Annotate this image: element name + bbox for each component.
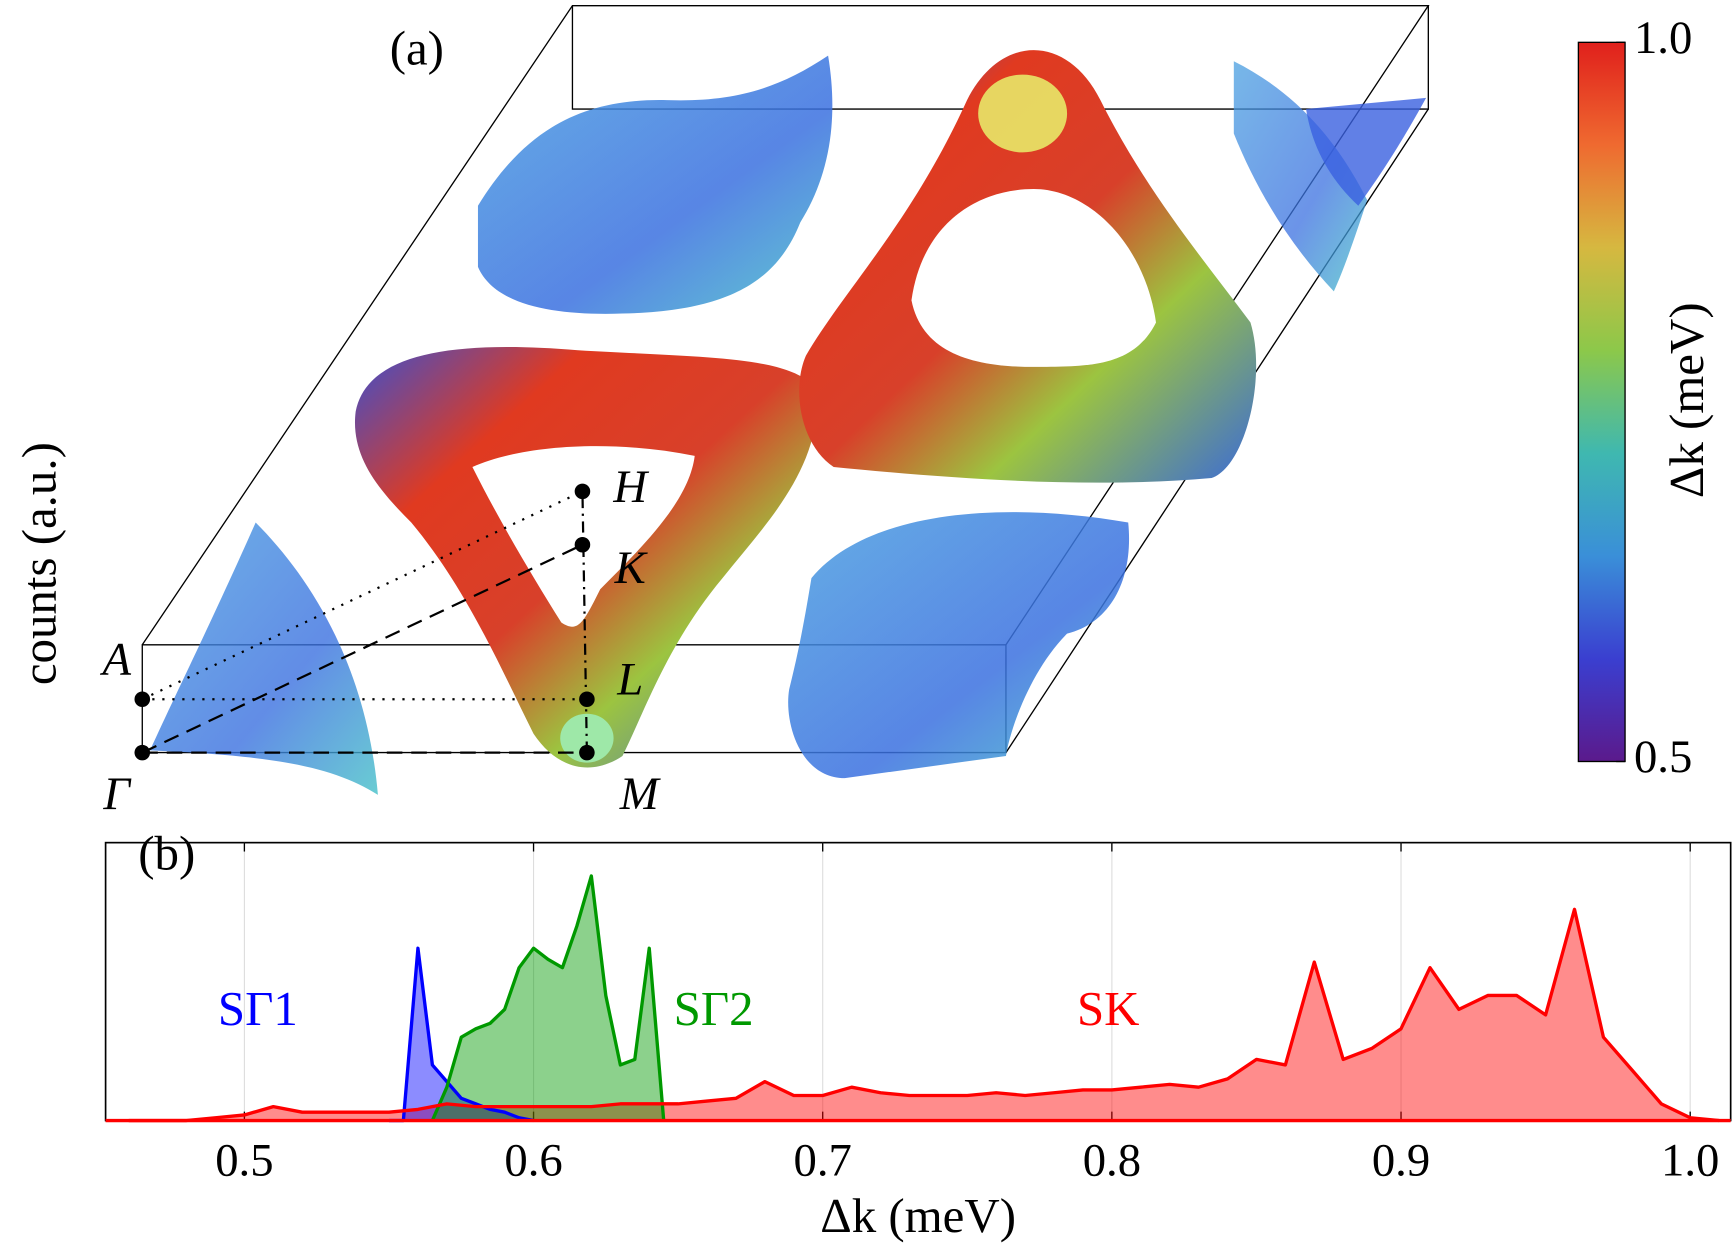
k-point (574, 483, 591, 500)
k-point-label: H (612, 461, 649, 513)
k-point (579, 691, 595, 708)
panel-label: (a) (390, 21, 444, 76)
k-point-label: Γ (102, 768, 132, 820)
x-tick-label: 0.9 (1372, 1135, 1430, 1187)
k-point-label: L (616, 653, 643, 705)
fermi-surfaces (150, 50, 1427, 795)
colorbar (1577, 41, 1626, 763)
series-line (128, 907, 1720, 1123)
series-label: SK (1077, 981, 1140, 1036)
x-tick-label: 0.8 (1083, 1135, 1141, 1187)
k-point (134, 691, 151, 708)
k-point (579, 744, 595, 761)
series-label: SΓ2 (674, 981, 754, 1036)
k-paths (141, 490, 589, 754)
colorbar-tick-label: 0.5 (1634, 731, 1692, 783)
x-tick-label: 0.5 (215, 1135, 273, 1187)
k-point (134, 744, 151, 761)
series-line (430, 874, 666, 1122)
k-point-label: M (619, 768, 662, 820)
panel-label: (b) (138, 825, 195, 880)
series-line (388, 946, 534, 1123)
x-tick-label: 0.7 (794, 1135, 852, 1187)
series-areas (128, 875, 1720, 1121)
colorbar-tick-label: 1.0 (1634, 12, 1692, 64)
series-area (432, 875, 664, 1121)
x-tick-label: 0.6 (504, 1135, 562, 1187)
y-axis-label: counts (a.u.) (12, 442, 67, 685)
series-label: SΓ1 (218, 981, 298, 1036)
x-tick-label: 1.0 (1661, 1135, 1719, 1187)
x-axis-label: Δk (meV) (820, 1188, 1016, 1243)
k-point (574, 536, 591, 553)
series-area (388, 948, 534, 1121)
k-point-label: A (99, 633, 131, 685)
series-lines (128, 874, 1720, 1123)
k-point-label: K (614, 542, 649, 594)
series-area (128, 909, 1720, 1121)
colorbar-label: Δk (meV) (1659, 302, 1714, 498)
